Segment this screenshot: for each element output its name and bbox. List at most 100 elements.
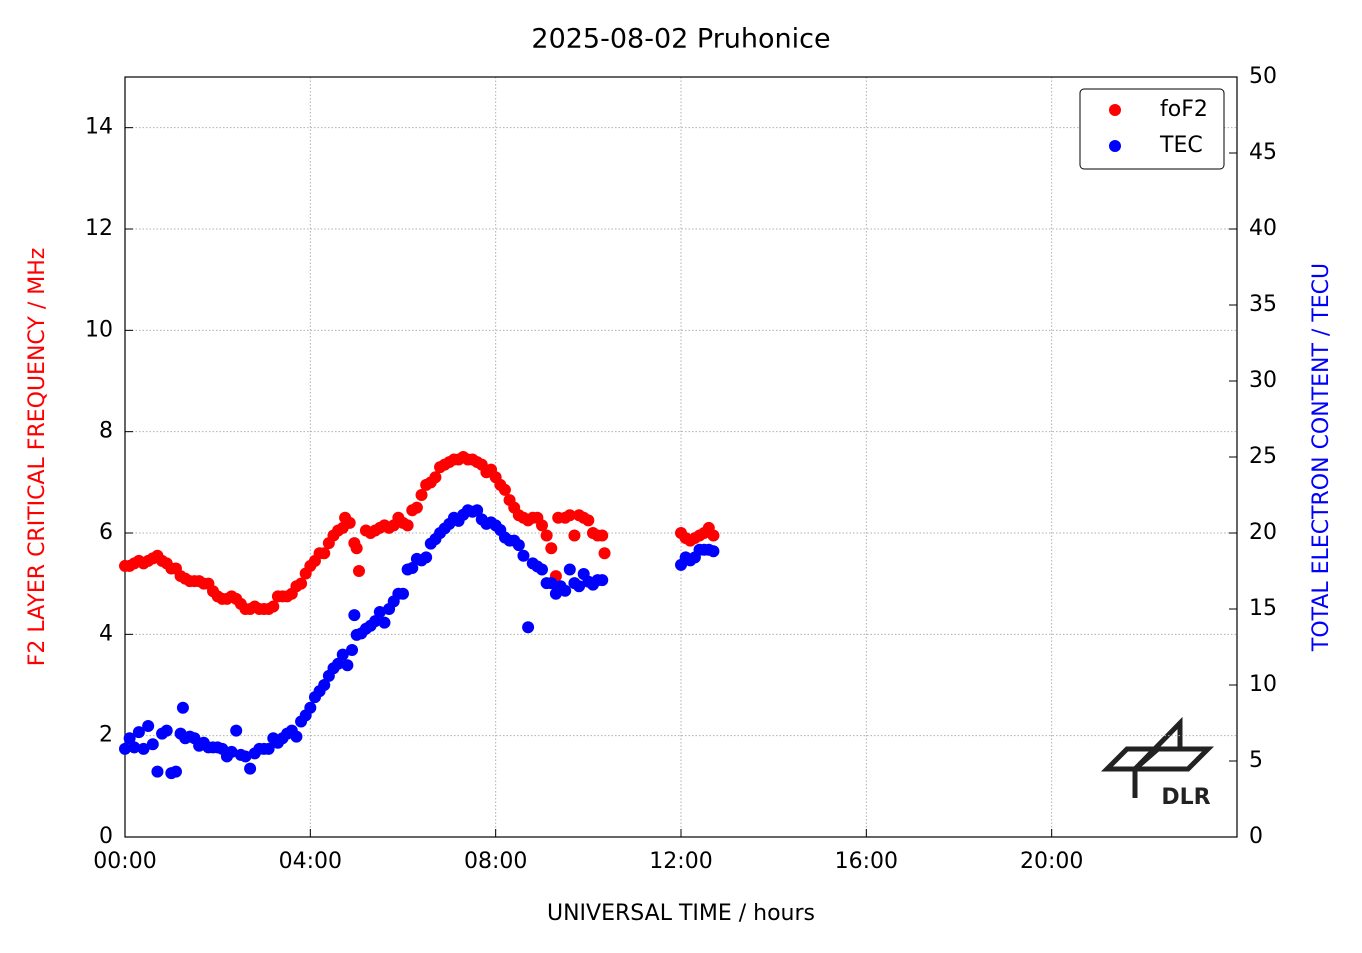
point <box>563 509 576 522</box>
point <box>596 574 609 587</box>
point <box>350 542 363 555</box>
point <box>545 542 558 555</box>
y2-tick-label: 15 <box>1249 596 1277 621</box>
point <box>540 529 553 542</box>
point <box>128 741 141 754</box>
point <box>536 519 548 532</box>
y-tick-label: 0 <box>99 824 113 849</box>
point <box>582 514 595 527</box>
y-axis-label: F2 LAYER CRITICAL FREQUENCY / MHz <box>25 248 50 667</box>
point <box>230 724 243 737</box>
y-tick-label: 6 <box>99 520 113 545</box>
point <box>420 551 433 564</box>
point <box>123 732 136 745</box>
point <box>522 621 535 634</box>
x-tick-label: 08:00 <box>464 849 527 874</box>
point <box>545 577 558 590</box>
point <box>332 657 345 670</box>
legend-label: TEC <box>1159 133 1203 158</box>
point <box>471 504 484 517</box>
point <box>369 615 382 628</box>
point <box>119 742 131 755</box>
point <box>559 584 572 597</box>
plot-frame <box>124 76 1238 838</box>
y2-axis-label: TOTAL ELECTRON CONTENT / TECU <box>1309 263 1334 652</box>
y2-tick-label: 50 <box>1249 64 1277 89</box>
y-tick-label: 10 <box>85 317 113 342</box>
point <box>262 742 275 755</box>
y2-tick-label: 10 <box>1249 672 1277 697</box>
point <box>378 616 391 629</box>
logo-line <box>1133 747 1160 771</box>
y-tick-label: 4 <box>99 621 113 646</box>
y2-tick-label: 35 <box>1249 292 1277 317</box>
point <box>318 679 331 691</box>
point <box>348 609 361 622</box>
point <box>290 730 303 743</box>
logo-text: DLR <box>1161 785 1210 810</box>
y2-tick-label: 30 <box>1249 368 1277 393</box>
point <box>410 501 423 514</box>
point <box>336 648 349 661</box>
logo-wing <box>1100 746 1215 772</box>
point <box>707 529 720 542</box>
point <box>132 726 145 739</box>
x-tick-label: 12:00 <box>649 849 712 874</box>
point <box>352 565 365 577</box>
point <box>146 738 159 751</box>
chart-title: 2025-08-02 Pruhonice <box>531 24 830 55</box>
x-tick-label: 00:00 <box>93 849 156 874</box>
point <box>343 516 356 529</box>
point <box>707 545 720 558</box>
point <box>536 563 548 576</box>
point <box>304 701 317 714</box>
point <box>151 765 164 778</box>
x-axis-label: UNIVERSAL TIME / hours <box>547 901 815 926</box>
y2-tick-label: 20 <box>1249 520 1277 545</box>
point <box>573 580 586 593</box>
legend-label: foF2 <box>1160 97 1208 122</box>
y2-tick-label: 25 <box>1249 444 1277 469</box>
point <box>137 742 150 755</box>
point <box>295 577 308 590</box>
point <box>160 724 173 737</box>
point <box>142 720 155 733</box>
point <box>406 561 419 574</box>
point <box>568 529 581 542</box>
legend-marker <box>1109 140 1121 152</box>
x-tick-label: 20:00 <box>1020 849 1083 874</box>
point <box>225 745 238 758</box>
y-tick-label: 12 <box>85 216 113 241</box>
point <box>401 519 414 532</box>
y-tick-label: 2 <box>99 723 113 748</box>
point <box>346 644 359 657</box>
point <box>239 750 252 763</box>
y2-tick-label: 45 <box>1249 140 1277 165</box>
point <box>244 762 257 775</box>
point <box>596 529 609 542</box>
point <box>169 765 182 778</box>
y2-tick-label: 5 <box>1249 748 1263 773</box>
y-tick-label: 8 <box>99 419 113 444</box>
point <box>429 471 442 484</box>
x-tick-label: 16:00 <box>835 849 898 874</box>
point <box>341 659 354 672</box>
y-tick-label: 14 <box>85 115 113 140</box>
point <box>373 606 386 619</box>
point <box>598 547 611 560</box>
point <box>176 701 189 714</box>
y2-tick-label: 0 <box>1249 824 1263 849</box>
point <box>517 549 530 562</box>
x-tick-label: 04:00 <box>279 849 342 874</box>
point <box>512 539 525 552</box>
point <box>318 547 331 560</box>
point <box>498 483 511 496</box>
point <box>563 563 576 576</box>
point <box>415 489 428 501</box>
y2-tick-label: 40 <box>1249 216 1277 241</box>
legend-marker <box>1109 104 1121 116</box>
point <box>267 600 280 613</box>
point <box>397 587 409 600</box>
